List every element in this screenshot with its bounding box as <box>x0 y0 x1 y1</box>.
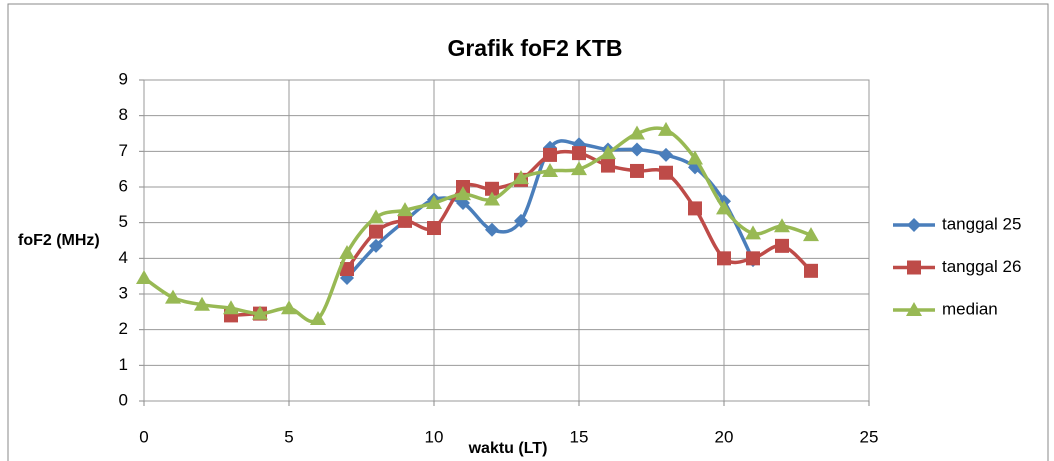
y-tick-label: 7 <box>119 141 128 160</box>
marker <box>688 201 702 216</box>
legend-label: tanggal 26 <box>942 257 1021 276</box>
marker <box>803 227 819 242</box>
marker <box>281 300 297 315</box>
marker <box>369 224 383 239</box>
y-tick-label: 8 <box>119 105 128 124</box>
marker <box>484 191 500 206</box>
x-tick-label: 5 <box>284 427 293 446</box>
marker <box>514 213 528 228</box>
marker <box>310 310 326 325</box>
marker <box>542 162 558 177</box>
marker <box>252 305 268 320</box>
marker <box>746 251 760 266</box>
marker <box>543 147 557 162</box>
x-tick-label: 20 <box>715 427 734 446</box>
y-tick-label: 3 <box>119 283 128 302</box>
y-tick-label: 0 <box>119 390 128 409</box>
marker <box>775 238 789 253</box>
y-axis-label: foF2 (MHz) <box>18 232 100 249</box>
legend-label: median <box>942 299 998 318</box>
x-tick-label: 25 <box>860 427 879 446</box>
marker <box>717 251 731 266</box>
x-axis-label: waktu (LT) <box>468 440 548 457</box>
marker <box>907 260 921 275</box>
marker <box>572 146 586 161</box>
marker <box>600 145 616 160</box>
marker <box>369 238 383 253</box>
y-tick-label: 4 <box>119 248 128 267</box>
marker <box>513 170 529 185</box>
marker <box>774 218 790 233</box>
x-tick-label: 0 <box>139 427 148 446</box>
marker <box>426 195 442 210</box>
marker <box>804 263 818 278</box>
y-tick-label: 5 <box>119 212 128 231</box>
marker <box>745 225 761 240</box>
plot-area <box>143 79 870 402</box>
marker <box>398 213 412 228</box>
marker <box>630 142 644 157</box>
legend-label: tanggal 25 <box>942 214 1021 233</box>
marker <box>223 300 239 315</box>
chart-title: Grafik foF2 KTB <box>447 35 622 61</box>
marker <box>630 163 644 178</box>
marker <box>340 262 354 277</box>
marker <box>368 209 384 224</box>
marker <box>485 222 499 237</box>
marker <box>339 244 355 259</box>
marker <box>601 158 615 173</box>
marker <box>427 221 441 236</box>
marker <box>658 121 674 136</box>
marker <box>455 186 471 201</box>
marker <box>659 147 673 162</box>
marker <box>907 218 921 232</box>
marker <box>194 296 210 311</box>
marker <box>659 165 673 180</box>
x-tick-label: 10 <box>425 427 444 446</box>
marker <box>485 181 499 196</box>
y-tick-label: 6 <box>119 176 128 195</box>
marker <box>906 302 922 316</box>
marker <box>629 125 645 140</box>
marker <box>687 150 703 165</box>
y-tick-label: 1 <box>119 355 128 374</box>
marker <box>136 269 152 284</box>
x-tick-label: 15 <box>570 427 589 446</box>
marker <box>716 200 732 215</box>
marker <box>571 161 587 176</box>
y-tick-label: 2 <box>119 319 128 338</box>
marker <box>397 202 413 217</box>
marker <box>165 289 181 304</box>
y-tick-label: 9 <box>119 69 128 88</box>
